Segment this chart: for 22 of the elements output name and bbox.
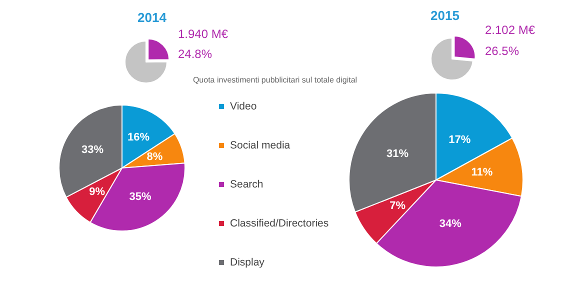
legend-label: Display — [230, 256, 266, 268]
text: 26.5% — [485, 44, 520, 58]
data-label: 17% — [448, 134, 471, 146]
legend-label: Video — [230, 100, 257, 112]
data-label: 8% — [146, 150, 163, 163]
data-label: 31% — [386, 148, 409, 160]
legend-label: Social media — [230, 140, 290, 152]
legend-label: Classified/Directories — [230, 218, 329, 230]
data-label: 9% — [89, 186, 106, 198]
chart-title: Quota investimenti pubblicitari sul totale digital — [192, 76, 358, 84]
text: 24.8% — [178, 47, 212, 61]
chart-title: 2015 — [430, 8, 460, 23]
data-label: 11% — [471, 166, 493, 179]
data-label: 7% — [390, 200, 406, 212]
legend-label: Search — [230, 178, 264, 190]
text: 2.102 M€ — [485, 23, 536, 37]
data-label: 34% — [439, 218, 462, 230]
data-label: 33% — [81, 144, 104, 156]
text: 1.940 M€ — [178, 27, 228, 41]
data-label: 16% — [127, 132, 150, 144]
chart-title: 2014 — [138, 10, 168, 25]
data-label: 35% — [129, 191, 152, 204]
